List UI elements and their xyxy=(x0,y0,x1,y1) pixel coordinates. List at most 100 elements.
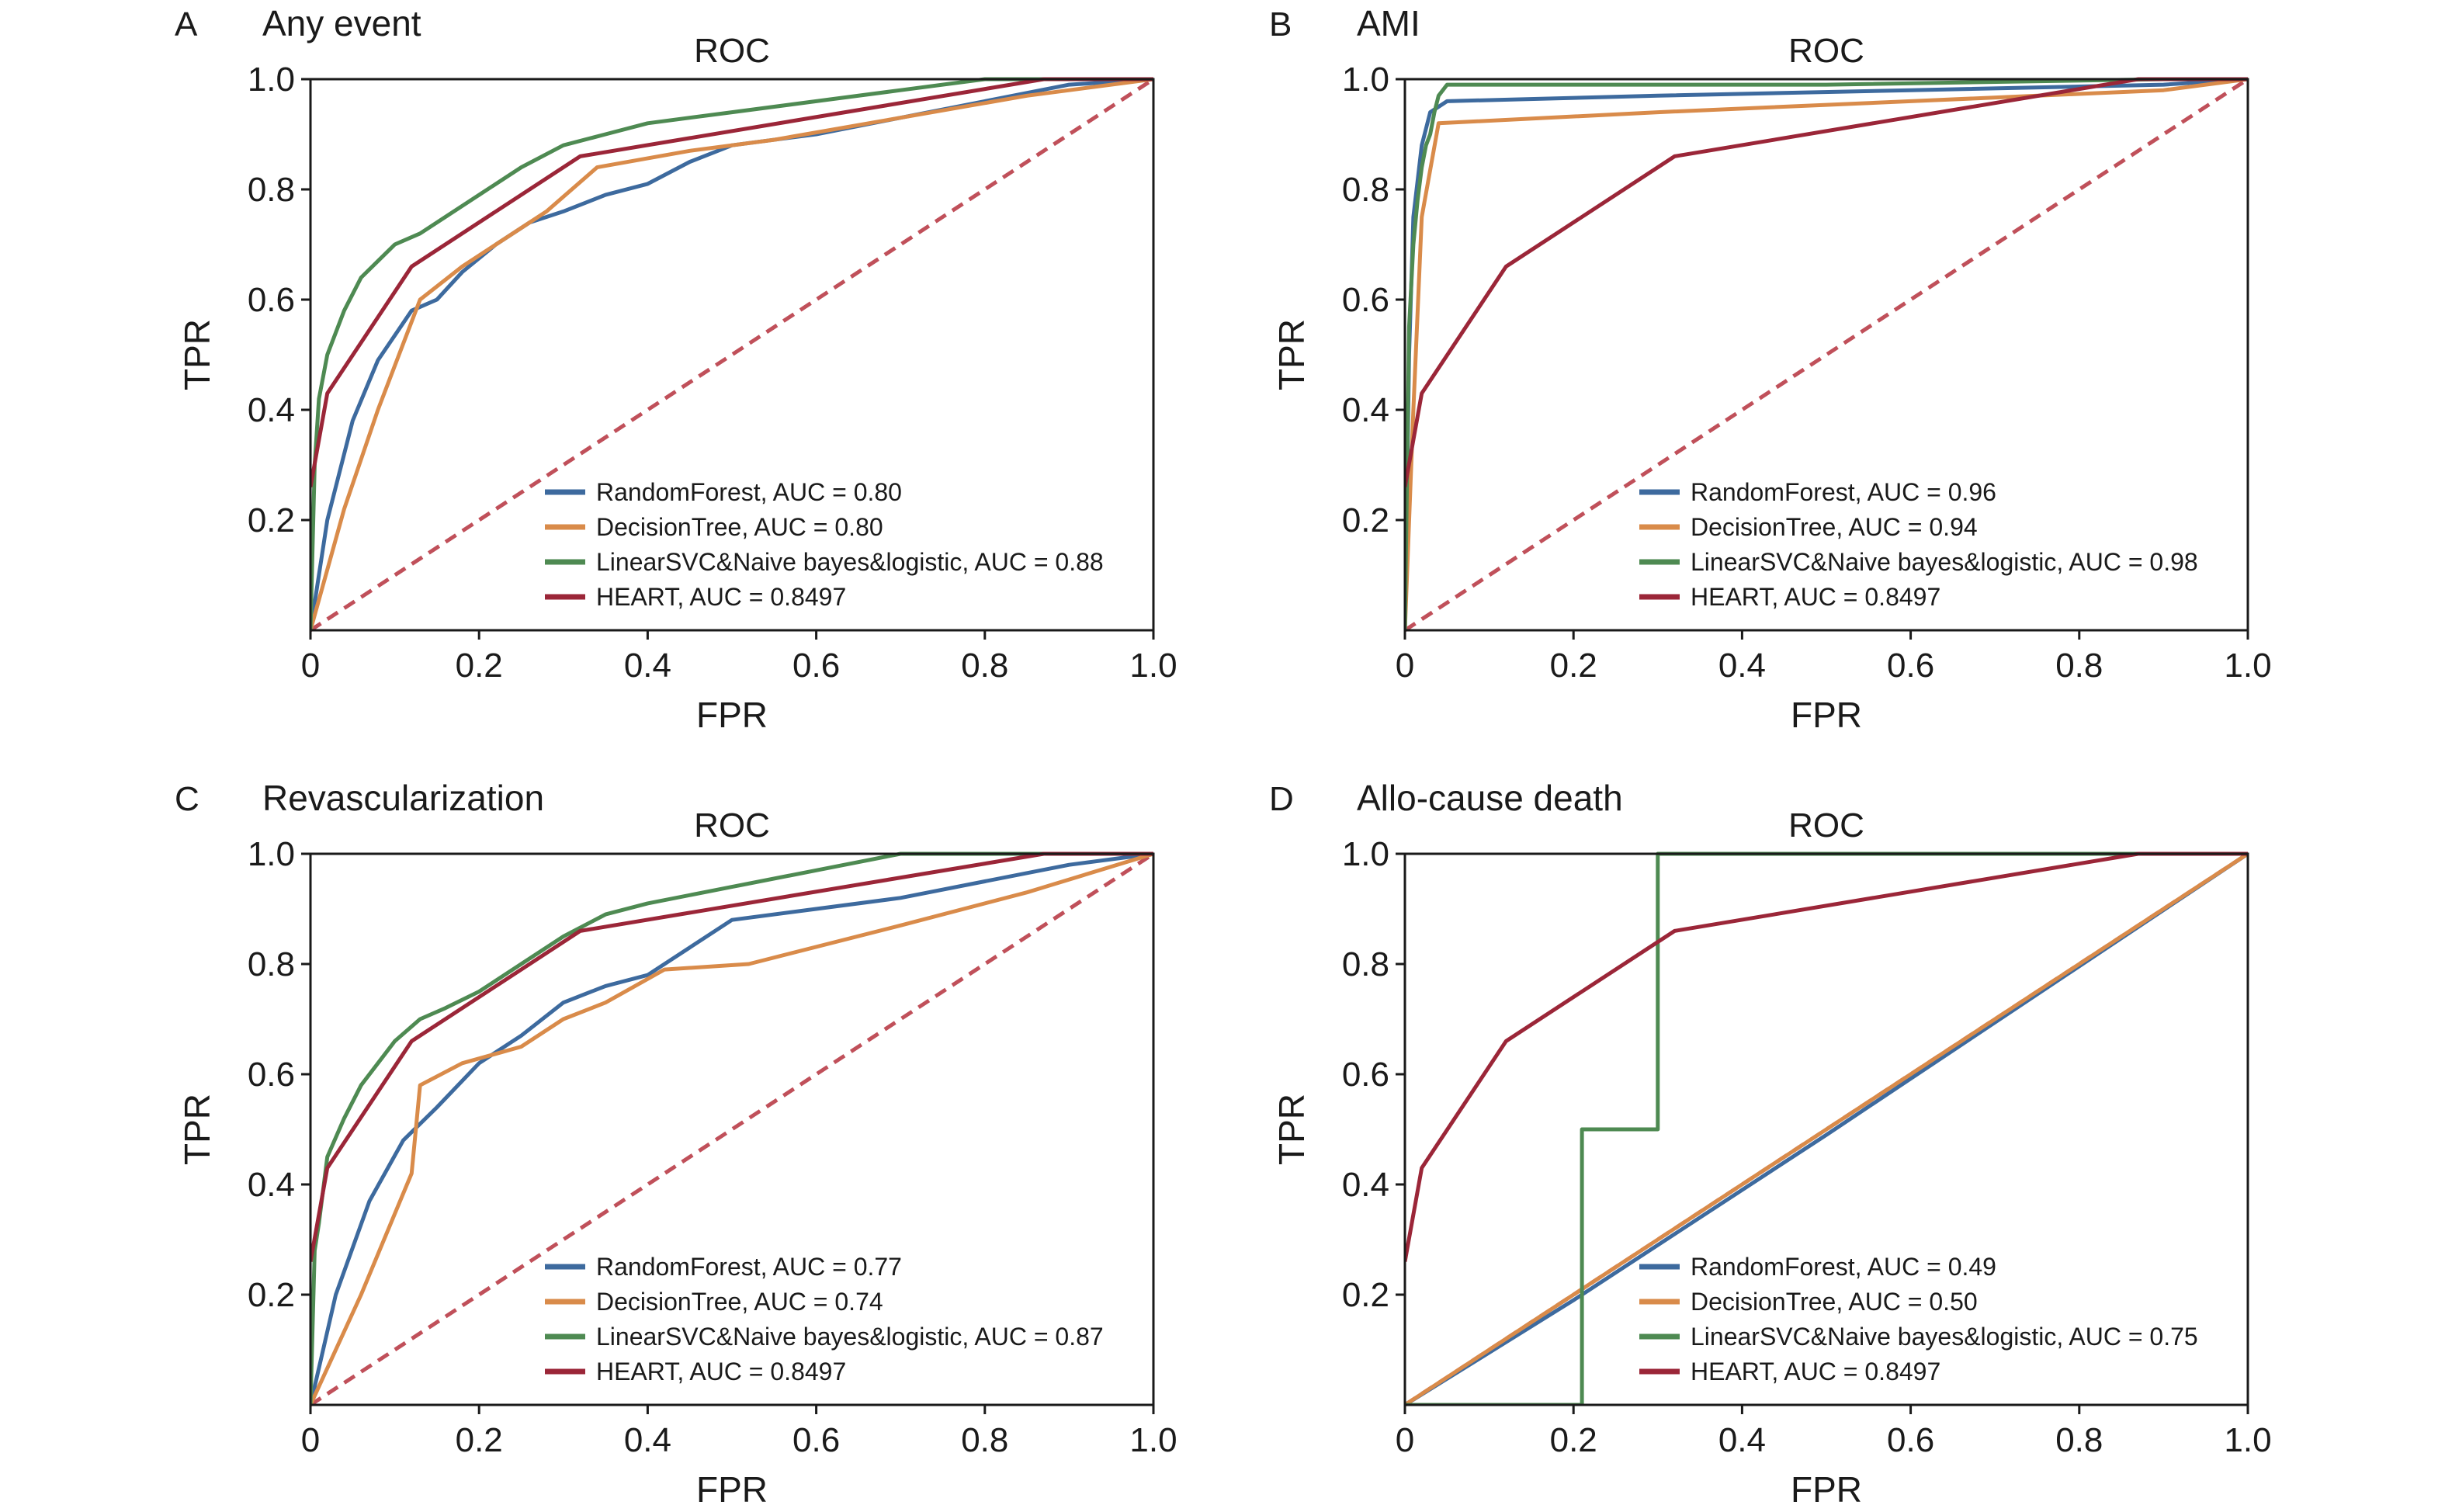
series-randomforest-line xyxy=(310,851,1153,1405)
y-axis-label: TPR xyxy=(177,319,217,390)
y-tick-label: 0.2 xyxy=(1342,501,1389,539)
y-tick-label: 0.8 xyxy=(1342,945,1389,983)
x-tick-label: 0.8 xyxy=(961,1421,1008,1459)
legend-label-decisiontree: DecisionTree, AUC = 0.74 xyxy=(596,1288,883,1316)
x-axis-label: FPR xyxy=(696,1469,768,1510)
x-tick-label: 0.8 xyxy=(961,647,1008,685)
plot-frame xyxy=(309,852,1155,1406)
x-tick-label: 1.0 xyxy=(1129,647,1177,685)
x-tick-label: 0.4 xyxy=(624,647,671,685)
chart-title: ROC xyxy=(694,32,770,70)
panel-heading: AMI xyxy=(1357,3,1420,43)
series-decisiontree-line xyxy=(310,77,1153,630)
x-tick-label: 0.6 xyxy=(1887,1421,1934,1459)
y-tick-label: 0.6 xyxy=(1342,1056,1389,1094)
legend-label-decisiontree: DecisionTree, AUC = 0.50 xyxy=(1691,1288,1978,1316)
y-tick-label: 0.4 xyxy=(1342,391,1389,429)
series-heart-line xyxy=(310,851,1153,1262)
y-tick-label: 0.4 xyxy=(1342,1166,1389,1204)
y-axis-label: TPR xyxy=(1271,319,1312,390)
panel-a: A Any event ROC 0 0.2 0.4 0.6 0.8 1.0 0.2 0.4 0.6 0.… xyxy=(175,3,1177,735)
legend-label-linearsvc: LinearSVC&Naive bayes&logistic, AUC = 0.… xyxy=(1691,1323,2198,1351)
legend-label-heart: HEART, AUC = 0.8497 xyxy=(596,583,846,611)
series-linearsvc-line xyxy=(310,851,1153,1405)
legend-label-linearsvc: LinearSVC&Naive bayes&logistic, AUC = 0.… xyxy=(1691,548,2198,576)
y-tick-label: 0.2 xyxy=(248,501,295,539)
chart-title: ROC xyxy=(1788,32,1864,70)
x-tick-label: 0.6 xyxy=(1887,647,1934,685)
panel-heading: Any event xyxy=(262,3,421,43)
x-axis-label: FPR xyxy=(1791,1469,1862,1510)
x-tick-label: 0 xyxy=(1396,1421,1414,1459)
x-tick-label: 0.2 xyxy=(1550,647,1597,685)
y-tick-label: 0.2 xyxy=(248,1276,295,1314)
panel-heading: Allo-cause death xyxy=(1357,778,1623,818)
y-tick-label: 1.0 xyxy=(1342,835,1389,873)
legend-label-randomforest: RandomForest, AUC = 0.80 xyxy=(596,478,902,506)
panel-letter: D xyxy=(1269,780,1294,818)
y-tick-label: 0.6 xyxy=(248,281,295,319)
x-tick-label: 0.8 xyxy=(2055,1421,2103,1459)
x-axis-label: FPR xyxy=(1791,695,1862,735)
series-heart-line xyxy=(1405,77,2248,487)
x-tick-label: 0.2 xyxy=(456,647,503,685)
y-axis-label: TPR xyxy=(177,1094,217,1165)
legend-label-heart: HEART, AUC = 0.8497 xyxy=(1691,1358,1940,1385)
x-tick-label: 0.4 xyxy=(1718,1421,1766,1459)
y-tick-label: 0.6 xyxy=(1342,281,1389,319)
plot-frame xyxy=(1403,852,2249,1406)
panel-letter: A xyxy=(175,5,198,43)
series-heart-line xyxy=(1405,851,2248,1262)
series-linearsvc-line xyxy=(1405,77,2248,630)
y-tick-label: 0.8 xyxy=(248,945,295,983)
legend-label-randomforest: RandomForest, AUC = 0.77 xyxy=(596,1253,902,1281)
panel-c: C Revascularization ROC 0 0.2 0.4 0.6 0.8 1.0 0.2… xyxy=(175,778,1177,1510)
legend-label-decisiontree: DecisionTree, AUC = 0.94 xyxy=(1691,513,1978,541)
x-tick-label: 1.0 xyxy=(2224,1421,2271,1459)
x-tick-label: 1.0 xyxy=(1129,1421,1177,1459)
chance-diagonal xyxy=(309,851,1155,1407)
series-heart-line xyxy=(310,77,1153,487)
x-axis-label: FPR xyxy=(696,695,768,735)
chart-title: ROC xyxy=(694,806,770,844)
legend-label-randomforest: RandomForest, AUC = 0.49 xyxy=(1691,1253,1996,1281)
y-tick-label: 1.0 xyxy=(248,61,295,99)
chance-diagonal xyxy=(1403,77,2249,633)
x-tick-label: 0.4 xyxy=(624,1421,671,1459)
x-tick-label: 0 xyxy=(301,1421,320,1459)
x-tick-label: 0.6 xyxy=(792,647,840,685)
series-randomforest-line xyxy=(1405,851,2248,1405)
plot-frame xyxy=(309,78,1155,632)
x-tick-label: 0.8 xyxy=(2055,647,2103,685)
x-tick-label: 0.4 xyxy=(1718,647,1766,685)
x-tick-label: 0 xyxy=(301,647,320,685)
legend-label-heart: HEART, AUC = 0.8497 xyxy=(596,1358,846,1385)
y-tick-label: 0.4 xyxy=(248,391,295,429)
legend-label-randomforest: RandomForest, AUC = 0.96 xyxy=(1691,478,1996,506)
y-tick-label: 0.8 xyxy=(248,171,295,209)
chance-diagonal xyxy=(309,77,1155,633)
legend-label-linearsvc: LinearSVC&Naive bayes&logistic, AUC = 0.… xyxy=(596,548,1104,576)
series-decisiontree-line xyxy=(1405,77,2248,630)
y-tick-label: 1.0 xyxy=(248,835,295,873)
series-decisiontree-line xyxy=(1405,851,2248,1405)
y-tick-label: 0.2 xyxy=(1342,1276,1389,1314)
x-tick-label: 0 xyxy=(1396,647,1414,685)
panel-heading: Revascularization xyxy=(262,778,544,818)
panel-letter: C xyxy=(175,780,199,818)
legend-label-heart: HEART, AUC = 0.8497 xyxy=(1691,583,1940,611)
series-linearsvc-line xyxy=(310,77,1153,630)
series-decisiontree-line xyxy=(310,851,1153,1405)
chart-title: ROC xyxy=(1788,806,1864,844)
y-tick-label: 0.6 xyxy=(248,1056,295,1094)
legend-label-linearsvc: LinearSVC&Naive bayes&logistic, AUC = 0.… xyxy=(596,1323,1104,1351)
y-tick-label: 0.4 xyxy=(248,1166,295,1204)
x-tick-label: 0.6 xyxy=(792,1421,840,1459)
panel-d: D Allo-cause death ROC 0 0.2 0.4 0.6 0.8 1.0 0.2 0… xyxy=(1269,778,2272,1510)
x-tick-label: 0.2 xyxy=(1550,1421,1597,1459)
y-axis-label: TPR xyxy=(1271,1094,1312,1165)
x-tick-label: 1.0 xyxy=(2224,647,2271,685)
legend-label-decisiontree: DecisionTree, AUC = 0.80 xyxy=(596,513,883,541)
y-tick-label: 0.8 xyxy=(1342,171,1389,209)
